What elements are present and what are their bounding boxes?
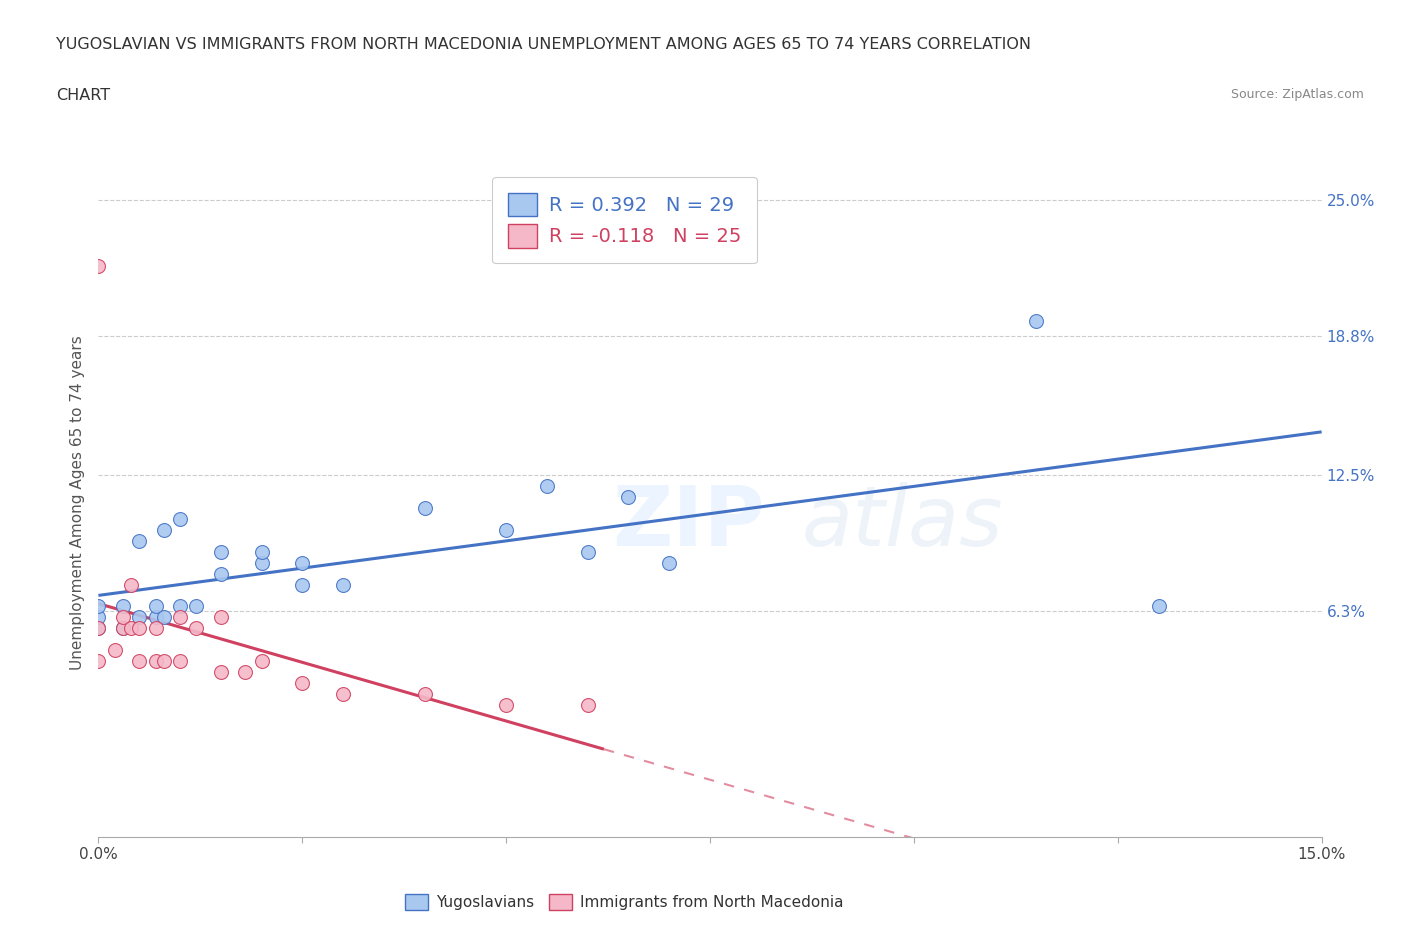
Point: [209, 610, 232, 625]
Point: [495, 698, 517, 712]
Point: [209, 566, 232, 581]
Point: [111, 610, 134, 625]
Point: [111, 621, 134, 636]
Point: [152, 523, 174, 538]
Point: [152, 654, 174, 669]
Point: [87, 654, 110, 669]
Point: [233, 665, 256, 680]
Point: [145, 621, 167, 636]
Point: [169, 512, 191, 526]
Point: [104, 643, 127, 658]
Legend: Yugoslavians, Immigrants from North Macedonia: Yugoslavians, Immigrants from North Mace…: [399, 888, 849, 916]
Point: [1025, 313, 1047, 328]
Point: [87, 621, 110, 636]
Point: [617, 489, 640, 504]
Point: [186, 621, 208, 636]
Point: [186, 599, 208, 614]
Point: [250, 544, 273, 559]
Point: [250, 555, 273, 570]
Point: [111, 621, 134, 636]
Point: [111, 599, 134, 614]
Point: [332, 687, 354, 702]
Point: [495, 523, 517, 538]
Text: Source: ZipAtlas.com: Source: ZipAtlas.com: [1230, 88, 1364, 101]
Point: [576, 544, 599, 559]
Point: [128, 533, 150, 548]
Point: [291, 676, 314, 691]
Point: [413, 687, 436, 702]
Point: [145, 654, 167, 669]
Y-axis label: Unemployment Among Ages 65 to 74 years: Unemployment Among Ages 65 to 74 years: [69, 335, 84, 670]
Point: [169, 599, 191, 614]
Text: ZIP: ZIP: [612, 482, 765, 563]
Point: [413, 500, 436, 515]
Point: [658, 555, 681, 570]
Point: [145, 610, 167, 625]
Point: [128, 610, 150, 625]
Text: atlas: atlas: [801, 482, 1004, 563]
Point: [576, 698, 599, 712]
Point: [209, 665, 232, 680]
Point: [332, 578, 354, 592]
Point: [209, 544, 232, 559]
Point: [120, 621, 142, 636]
Point: [152, 610, 174, 625]
Point: [250, 654, 273, 669]
Point: [87, 610, 110, 625]
Point: [291, 555, 314, 570]
Point: [87, 621, 110, 636]
Point: [120, 578, 142, 592]
Point: [169, 654, 191, 669]
Point: [87, 599, 110, 614]
Point: [536, 478, 558, 493]
Point: [128, 654, 150, 669]
Point: [169, 610, 191, 625]
Point: [1147, 599, 1170, 614]
Point: [145, 599, 167, 614]
Text: YUGOSLAVIAN VS IMMIGRANTS FROM NORTH MACEDONIA UNEMPLOYMENT AMONG AGES 65 TO 74 : YUGOSLAVIAN VS IMMIGRANTS FROM NORTH MAC…: [56, 37, 1031, 52]
Point: [87, 259, 110, 273]
Point: [291, 578, 314, 592]
Point: [128, 621, 150, 636]
Text: CHART: CHART: [56, 88, 110, 103]
